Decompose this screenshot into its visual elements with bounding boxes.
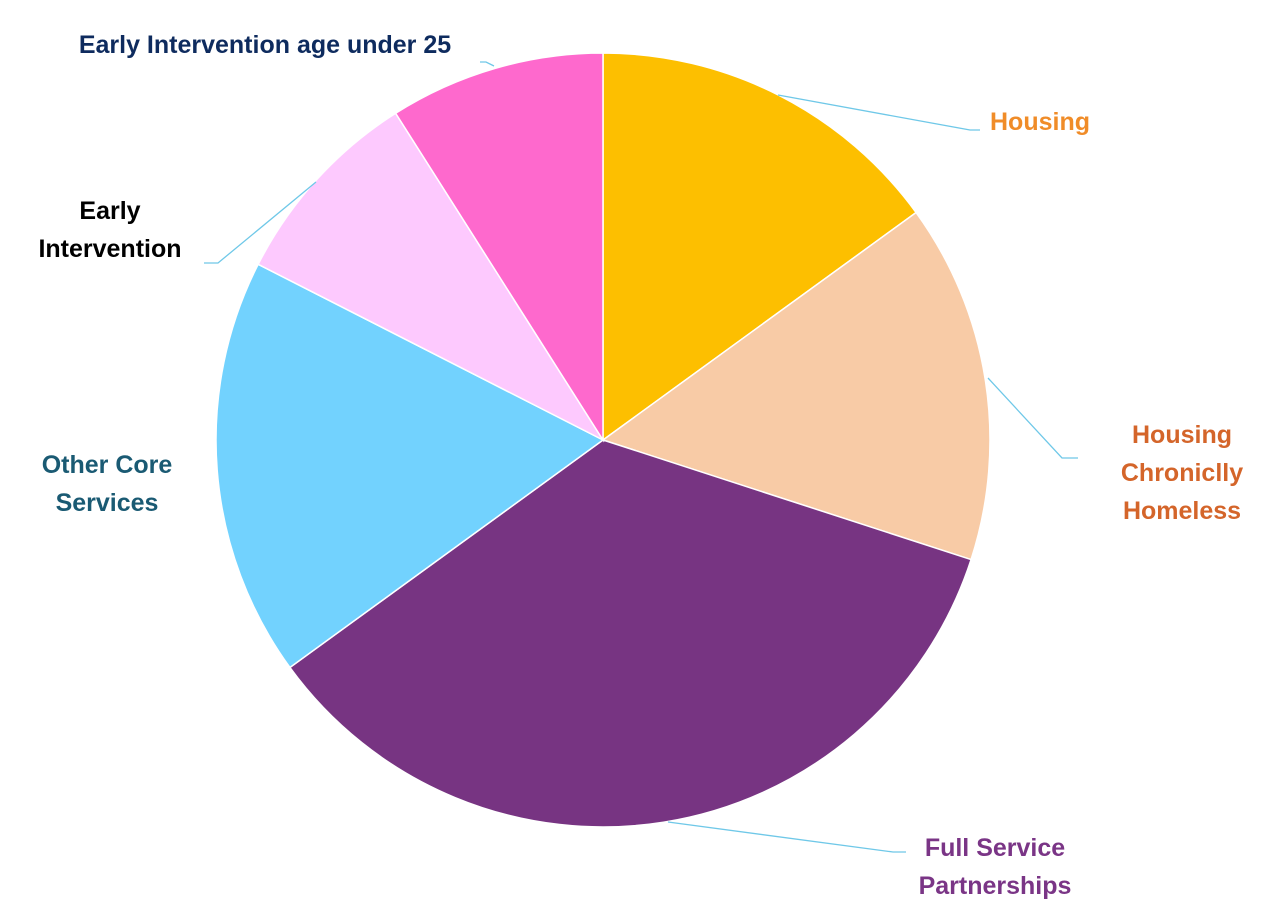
pie-slice — [288, 439, 973, 828]
pie-slice — [257, 112, 606, 442]
leader-line — [987, 377, 1078, 459]
slice-label: Housing Chroniclly Homeless — [1120, 421, 1244, 525]
pie-slice — [215, 263, 605, 669]
leader-line — [667, 821, 906, 853]
pie-slice — [601, 211, 991, 561]
pie — [215, 52, 991, 828]
leader-line — [480, 61, 495, 67]
slice-label: Early Intervention age under 25 — [78, 31, 452, 59]
slice-label: Early Intervention — [38, 197, 182, 263]
slice-label: Housing — [990, 108, 1090, 136]
leader-lines — [204, 61, 1078, 853]
pie-slice — [394, 52, 604, 443]
slice-label: Other Core Services — [41, 451, 173, 517]
leader-line — [777, 94, 980, 131]
leader-line — [204, 181, 317, 264]
slice-label: Full Service Partnerships — [918, 834, 1072, 900]
